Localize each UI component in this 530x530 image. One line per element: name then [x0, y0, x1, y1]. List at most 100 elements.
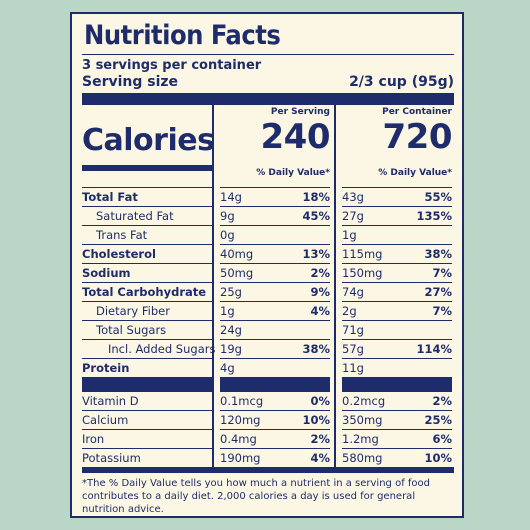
- container-values: 74g 27%: [342, 282, 452, 301]
- serving-values: 9g 45%: [220, 206, 330, 225]
- serving-amount: 9g: [220, 209, 235, 223]
- serving-daily-value: 45%: [302, 209, 330, 223]
- nutrient-row: Total Sugars 24g 71g: [82, 320, 454, 339]
- separator-bar-serving: [220, 377, 330, 391]
- serving-daily-value: 2%: [310, 432, 330, 446]
- serving-daily-value: 4%: [310, 304, 330, 318]
- container-daily-value: 55%: [424, 190, 452, 204]
- serving-values: 4g: [220, 358, 330, 377]
- container-amount: 115mg: [342, 247, 383, 261]
- serving-amount: 120mg: [220, 413, 261, 427]
- serving-size-label: Serving size: [82, 74, 179, 90]
- serving-column-cell: 1g 4%: [212, 301, 334, 320]
- container-values: 350mg 25%: [342, 410, 452, 429]
- container-column-cell: 71g: [334, 320, 456, 339]
- serving-amount: 19g: [220, 342, 242, 356]
- container-values: 1.2mg 6%: [342, 429, 452, 448]
- label-title: Nutrition Facts: [84, 20, 281, 51]
- nutrient-row: Trans Fat 0g 1g: [82, 225, 454, 244]
- serving-column-cell: 9g 45%: [212, 206, 334, 225]
- nutrition-facts-label: Nutrition Facts 3 servings per container…: [70, 12, 464, 518]
- container-column-cell: 27g 135%: [334, 206, 456, 225]
- container-values: 150mg 7%: [342, 263, 452, 282]
- serving-values: 24g: [220, 320, 330, 339]
- container-values: 2g 7%: [342, 301, 452, 320]
- container-amount: 1g: [342, 228, 357, 242]
- serving-size-value: 2/3 cup (95g): [349, 74, 454, 90]
- dv-header-serving: % Daily Value*: [256, 168, 330, 178]
- separator-bar-container-cell: [334, 377, 456, 391]
- vitamin-list: Vitamin D 0.1mcg 0% 0.2mcg 2% Calcium 120mg 10%…: [82, 391, 454, 467]
- container-column-cell: 57g 114%: [334, 339, 456, 358]
- serving-column-cell: 120mg 10%: [212, 410, 334, 429]
- container-amount: 350mg: [342, 413, 383, 427]
- nutrient-name: Incl. Added Sugars: [82, 339, 215, 358]
- nutrient-row: Cholesterol 40mg 13% 115mg 38%: [82, 244, 454, 263]
- container-column-cell: 350mg 25%: [334, 410, 456, 429]
- container-amount: 71g: [342, 323, 364, 337]
- serving-column-cell: 0g: [212, 225, 334, 244]
- daily-value-header-row: % Daily Value* % Daily Value*: [82, 165, 454, 187]
- calories-per-container: 720: [382, 117, 453, 157]
- container-values: 0.2mcg 2%: [342, 391, 452, 410]
- nutrient-name: Protein: [82, 358, 212, 377]
- container-amount: 57g: [342, 342, 364, 356]
- separator-bar-container: [342, 377, 452, 391]
- serving-amount: 14g: [220, 190, 242, 204]
- serving-column-cell: 0.1mcg 0%: [212, 391, 334, 410]
- container-column-cell: 150mg 7%: [334, 263, 456, 282]
- dv-header-spacer: [82, 165, 212, 187]
- container-values: 57g 114%: [342, 339, 452, 358]
- per-container-column-head: Per Container 720: [334, 105, 456, 171]
- nutrient-row: Total Carbohydrate 25g 9% 74g 27%: [82, 282, 454, 301]
- container-daily-value: 6%: [432, 432, 452, 446]
- container-values: 71g: [342, 320, 452, 339]
- servings-per-container: 3 servings per container: [82, 58, 262, 73]
- serving-daily-value: 38%: [302, 342, 330, 356]
- serving-values: 25g 9%: [220, 282, 330, 301]
- serving-column-cell: 190mg 4%: [212, 448, 334, 467]
- nutrient-name: Potassium: [82, 448, 212, 467]
- serving-column-cell: 14g 18%: [212, 187, 334, 206]
- serving-amount: 0.4mg: [220, 432, 257, 446]
- nutrient-row: Sodium 50mg 2% 150mg 7%: [82, 263, 454, 282]
- nutrient-name: Total Fat: [82, 187, 212, 206]
- calories-label: Calories: [82, 123, 215, 158]
- serving-daily-value: 2%: [310, 266, 330, 280]
- container-column-cell: 43g 55%: [334, 187, 456, 206]
- serving-amount: 40mg: [220, 247, 254, 261]
- container-daily-value: 114%: [416, 342, 452, 356]
- vitamin-row: Calcium 120mg 10% 350mg 25%: [82, 410, 454, 429]
- container-daily-value: 27%: [424, 285, 452, 299]
- container-column-cell: 115mg 38%: [334, 244, 456, 263]
- serving-column-cell: 0.4mg 2%: [212, 429, 334, 448]
- footnote: *The % Daily Value tells you how much a …: [82, 467, 454, 516]
- container-column-cell: 11g: [334, 358, 456, 377]
- serving-size-row: Serving size 2/3 cup (95g): [82, 74, 454, 91]
- container-column-cell: 2g 7%: [334, 301, 456, 320]
- thick-divider: [82, 93, 454, 105]
- container-amount: 27g: [342, 209, 364, 223]
- serving-values: 0g: [220, 225, 330, 244]
- dv-header-serving-cell: % Daily Value*: [212, 165, 334, 187]
- nutrient-name: Cholesterol: [82, 244, 212, 263]
- nutrient-row: Dietary Fiber 1g 4% 2g 7%: [82, 301, 454, 320]
- vitamin-row: Vitamin D 0.1mcg 0% 0.2mcg 2%: [82, 391, 454, 410]
- container-values: 43g 55%: [342, 187, 452, 206]
- nutrient-row: Protein 4g 11g: [82, 358, 454, 377]
- separator-row: [82, 377, 454, 391]
- container-column-cell: 1g: [334, 225, 456, 244]
- serving-daily-value: 0%: [310, 394, 330, 408]
- serving-column-cell: 25g 9%: [212, 282, 334, 301]
- serving-amount: 25g: [220, 285, 242, 299]
- container-amount: 74g: [342, 285, 364, 299]
- serving-daily-value: 18%: [302, 190, 330, 204]
- calories-per-serving: 240: [260, 117, 331, 157]
- serving-values: 190mg 4%: [220, 448, 330, 467]
- serving-amount: 190mg: [220, 451, 261, 465]
- nutrient-name: Trans Fat: [82, 225, 212, 244]
- serving-amount: 4g: [220, 361, 235, 375]
- serving-daily-value: 10%: [302, 413, 330, 427]
- container-amount: 580mg: [342, 451, 383, 465]
- nutrient-name: Iron: [82, 429, 212, 448]
